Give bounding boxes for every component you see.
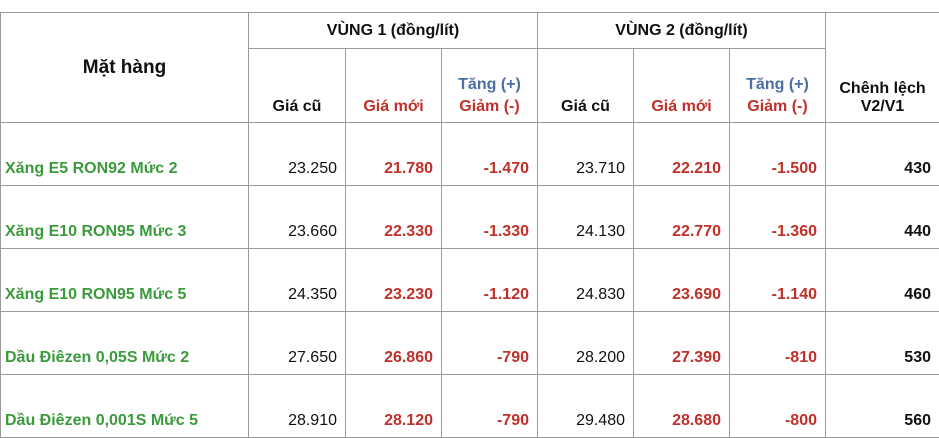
price-change: -1.360 (730, 186, 826, 249)
decrease-label: Giảm (-) (450, 98, 529, 116)
new-price: 28.680 (634, 375, 730, 438)
price-change: -1.140 (730, 249, 826, 312)
price-table: Mặt hàng VÙNG 1 (đồng/lít) VÙNG 2 (đồng/… (0, 12, 939, 438)
new-price: 27.390 (634, 312, 730, 375)
new-price: 22.330 (346, 186, 442, 249)
price-change: -790 (442, 375, 538, 438)
page: Mặt hàng VÙNG 1 (đồng/lít) VÙNG 2 (đồng/… (0, 0, 939, 404)
price-change: -1.470 (442, 123, 538, 186)
price-change: -810 (730, 312, 826, 375)
item-name: Dầu Điêzen 0,001S Mức 5 (1, 375, 249, 438)
price-change: -1.330 (442, 186, 538, 249)
new-price: 28.120 (346, 375, 442, 438)
difference: 460 (826, 249, 939, 312)
increase-label: Tăng (+) (738, 76, 817, 94)
decrease-label: Giảm (-) (738, 98, 817, 116)
new-price: 22.770 (634, 186, 730, 249)
new-price: 22.210 (634, 123, 730, 186)
old-price: 24.830 (538, 249, 634, 312)
header-row: Mặt hàng VÙNG 1 (đồng/lít) VÙNG 2 (đồng/… (1, 13, 939, 49)
new-price: 23.690 (634, 249, 730, 312)
price-change: -1.120 (442, 249, 538, 312)
old-price: 23.250 (249, 123, 346, 186)
old-price: 24.130 (538, 186, 634, 249)
change-header: Tăng (+) Giảm (-) (730, 49, 826, 123)
increase-label: Tăng (+) (450, 76, 529, 94)
item-name: Xăng E10 RON95 Mức 3 (1, 186, 249, 249)
old-price: 27.650 (249, 312, 346, 375)
item-name: Dầu Điêzen 0,05S Mức 2 (1, 312, 249, 375)
old-price: 28.910 (249, 375, 346, 438)
old-price: 23.710 (538, 123, 634, 186)
old-header: Giá cũ (538, 49, 634, 123)
new-header: Giá mới (634, 49, 730, 123)
region-title: VÙNG 1 (đồng/lít) (249, 13, 538, 49)
new-price: 21.780 (346, 123, 442, 186)
change-header: Tăng (+) Giảm (-) (442, 49, 538, 123)
price-change: -800 (730, 375, 826, 438)
old-header: Giá cũ (249, 49, 346, 123)
difference: 560 (826, 375, 939, 438)
region-title: VÙNG 2 (đồng/lít) (538, 13, 826, 49)
price-change: -1.500 (730, 123, 826, 186)
old-price: 28.200 (538, 312, 634, 375)
old-price: 23.660 (249, 186, 346, 249)
difference: 430 (826, 123, 939, 186)
old-price: 24.350 (249, 249, 346, 312)
new-header: Giá mới (346, 49, 442, 123)
new-price: 26.860 (346, 312, 442, 375)
difference: 440 (826, 186, 939, 249)
price-change: -790 (442, 312, 538, 375)
difference-header: Chênh lệch V2/V1 (826, 13, 939, 123)
old-price: 29.480 (538, 375, 634, 438)
item-name: Xăng E5 RON92 Mức 2 (1, 123, 249, 186)
item-name: Xăng E10 RON95 Mức 5 (1, 249, 249, 312)
table-body: Mặt hàng VÙNG 1 (đồng/lít) VÙNG 2 (đồng/… (1, 13, 939, 438)
difference: 530 (826, 312, 939, 375)
item-header: Mặt hàng (1, 13, 249, 123)
new-price: 23.230 (346, 249, 442, 312)
